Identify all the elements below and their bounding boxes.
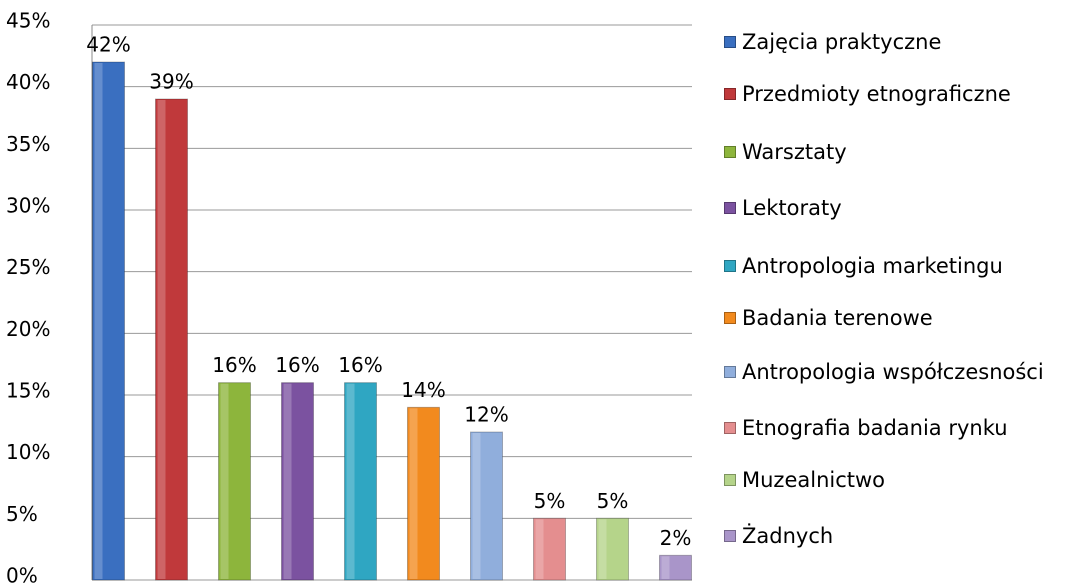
bar bbox=[155, 98, 188, 581]
legend-item: Muzealnictwo bbox=[724, 468, 1074, 492]
bar-shine bbox=[346, 383, 355, 579]
legend-label: Lektoraty bbox=[742, 196, 842, 220]
legend-swatch bbox=[724, 312, 736, 324]
legend-label: Przedmioty etnograficzne bbox=[742, 82, 1011, 106]
legend-swatch bbox=[724, 36, 736, 48]
legend-label: Żadnych bbox=[742, 524, 834, 548]
legend-label: Zajęcia praktyczne bbox=[742, 30, 942, 54]
legend-swatch bbox=[724, 474, 736, 486]
bar bbox=[281, 382, 314, 581]
data-label: 5% bbox=[534, 489, 566, 513]
legend-swatch bbox=[724, 366, 736, 378]
data-label: 16% bbox=[212, 353, 256, 377]
legend-label: Antropologia współczesności bbox=[742, 360, 1044, 384]
legend-item: Warsztaty bbox=[724, 140, 1074, 164]
legend-swatch bbox=[724, 88, 736, 100]
y-tick-label: 40% bbox=[6, 70, 50, 94]
y-tick-label: 15% bbox=[6, 379, 50, 403]
bar bbox=[92, 61, 125, 581]
data-label: 14% bbox=[401, 378, 445, 402]
legend-item: Badania terenowe bbox=[724, 306, 1074, 330]
y-tick-label: 5% bbox=[6, 502, 38, 526]
legend-swatch bbox=[724, 202, 736, 214]
legend-item: Antropologia współczesności bbox=[724, 360, 1074, 384]
bar-shine bbox=[94, 63, 103, 579]
legend-swatch bbox=[724, 530, 736, 542]
data-label: 42% bbox=[86, 33, 130, 57]
bar bbox=[659, 554, 692, 581]
bar bbox=[470, 431, 503, 581]
bar-shine bbox=[409, 408, 418, 579]
legend-item: Antropologia marketingu bbox=[724, 254, 1074, 278]
data-label: 16% bbox=[338, 353, 382, 377]
bar-shine bbox=[283, 383, 292, 579]
bar bbox=[596, 517, 629, 581]
y-tick-label: 0% bbox=[6, 564, 38, 586]
data-label: 5% bbox=[597, 489, 629, 513]
data-label: 16% bbox=[275, 353, 319, 377]
data-label: 12% bbox=[464, 403, 508, 427]
legend-label: Antropologia marketingu bbox=[742, 254, 1003, 278]
y-tick-label: 30% bbox=[6, 194, 50, 218]
legend-item: Żadnych bbox=[724, 524, 1074, 548]
bar bbox=[533, 517, 566, 581]
legend-item: Przedmioty etnograficzne bbox=[724, 82, 1074, 106]
bar-shine bbox=[598, 519, 607, 579]
bar-shine bbox=[535, 519, 544, 579]
legend-label: Badania terenowe bbox=[742, 306, 933, 330]
bar-shine bbox=[661, 556, 670, 579]
legend-label: Etnografia badania rynku bbox=[742, 416, 1008, 440]
bar bbox=[218, 382, 251, 581]
y-tick-label: 45% bbox=[6, 9, 50, 33]
legend-label: Warsztaty bbox=[742, 140, 847, 164]
y-tick-label: 10% bbox=[6, 440, 50, 464]
bar-shine bbox=[220, 383, 229, 579]
legend-item: Etnografia badania rynku bbox=[724, 416, 1074, 440]
bar bbox=[407, 406, 440, 581]
y-tick-label: 25% bbox=[6, 255, 50, 279]
bar bbox=[344, 382, 377, 581]
legend-swatch bbox=[724, 260, 736, 272]
y-tick-label: 35% bbox=[6, 132, 50, 156]
legend-label: Muzealnictwo bbox=[742, 468, 886, 492]
data-label: 2% bbox=[660, 526, 692, 550]
bar-shine bbox=[157, 100, 166, 579]
y-tick-label: 20% bbox=[6, 317, 50, 341]
legend-item: Lektoraty bbox=[724, 196, 1074, 220]
legend-item: Zajęcia praktyczne bbox=[724, 30, 1074, 54]
data-label: 39% bbox=[149, 70, 193, 94]
legend-swatch bbox=[724, 422, 736, 434]
bar-shine bbox=[472, 433, 481, 579]
legend-swatch bbox=[724, 146, 736, 158]
